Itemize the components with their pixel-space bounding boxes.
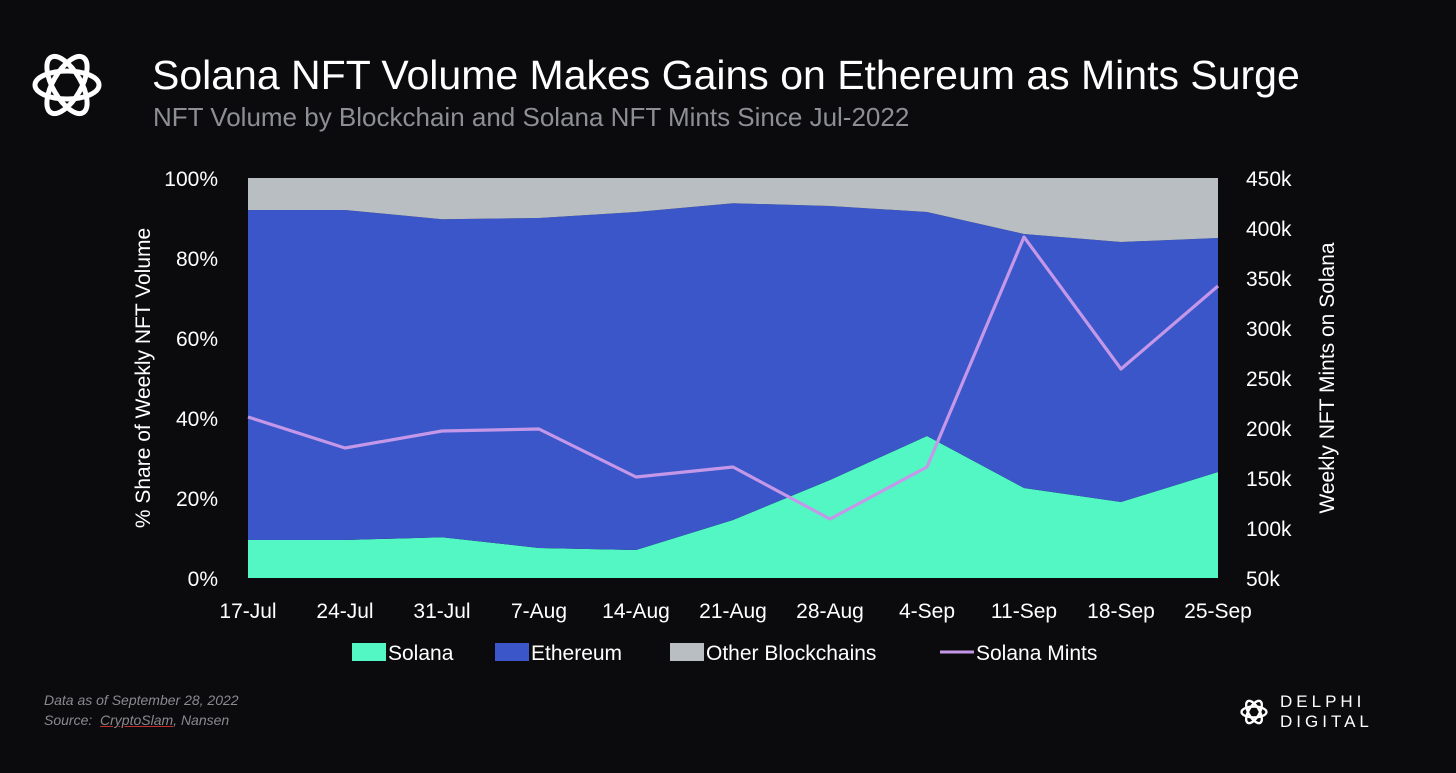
legend-item-solana: Solana [352, 642, 454, 665]
knot-logo-icon [32, 53, 102, 117]
legend-swatch [495, 643, 529, 661]
legend-label: Solana Mints [976, 642, 1097, 665]
y2-tick-label: 350k [1246, 268, 1292, 291]
x-tick-label: 31-Jul [413, 600, 470, 623]
y2-axis-ticks: 50k 100k 150k 200k 250k 300k 350k 400k 450k [1246, 168, 1292, 591]
x-tick-label: 25-Sep [1184, 600, 1252, 623]
source-prefix: Source: [44, 712, 93, 728]
y-tick-label: 80% [176, 248, 218, 271]
y-tick-label: 40% [176, 408, 218, 431]
area-other-blockchains [248, 178, 1218, 242]
y-tick-label: 20% [176, 488, 218, 511]
x-tick-label: 17-Jul [219, 600, 276, 623]
y2-tick-label: 200k [1246, 418, 1292, 441]
y2-tick-label: 50k [1246, 568, 1280, 591]
y-tick-label: 100% [164, 168, 218, 191]
data-note: Data as of September 28, 2022 [44, 692, 239, 708]
source-link[interactable]: CryptoSlam [100, 712, 174, 728]
x-tick-label: 18-Sep [1087, 600, 1155, 623]
line-solana-mints [247, 235, 1220, 521]
brand-name: DELPHI DIGITAL [1280, 692, 1373, 731]
chart-title: Solana NFT Volume Makes Gains on Ethereu… [152, 52, 1300, 98]
legend-item-ethereum: Ethereum [495, 642, 622, 665]
x-tick-label: 4-Sep [899, 600, 955, 623]
legend-item-solana-mints: Solana Mints [940, 642, 1097, 665]
y-axis-label: % Share of Weekly NFT Volume [132, 228, 155, 528]
source-rest: , Nansen [173, 712, 230, 728]
legend-swatch [352, 643, 386, 661]
stacked-areas [248, 178, 1218, 578]
legend-label: Solana [388, 642, 454, 665]
x-tick-label: 7-Aug [511, 600, 567, 623]
legend-label: Other Blockchains [706, 642, 876, 665]
y2-tick-label: 400k [1246, 218, 1292, 241]
legend: Solana Ethereum Other Blockchains Solana Mi… [352, 642, 1097, 665]
y2-tick-label: 150k [1246, 468, 1292, 491]
x-tick-label: 24-Jul [316, 600, 373, 623]
x-tick-label: 21-Aug [699, 600, 767, 623]
x-tick-label: 28-Aug [796, 600, 864, 623]
legend-label: Ethereum [531, 642, 622, 665]
y2-tick-label: 250k [1246, 368, 1292, 391]
y2-tick-label: 100k [1246, 518, 1292, 541]
x-axis-ticks: 17-Jul 24-Jul 31-Jul 7-Aug 14-Aug 21-Aug 28-Au… [219, 600, 1251, 623]
source-line: Source: CryptoSlam, Nansen [44, 710, 239, 730]
mints-line-group [247, 235, 1220, 521]
chart-subtitle: NFT Volume by Blockchain and Solana NFT … [153, 102, 910, 132]
y2-tick-label: 300k [1246, 318, 1292, 341]
brand-logo-icon [1240, 699, 1268, 725]
y-tick-label: 60% [176, 328, 218, 351]
y2-tick-label: 450k [1246, 168, 1292, 191]
legend-swatch [670, 643, 704, 661]
y-axis-ticks: 0% 20% 40% 60% 80% 100% [164, 168, 218, 591]
x-tick-label: 14-Aug [602, 600, 670, 623]
brand: DELPHI DIGITAL [1238, 692, 1456, 732]
area-ethereum [248, 203, 1218, 550]
y2-axis-label: Weekly NFT Mints on Solana [1316, 242, 1339, 513]
y-tick-label: 0% [188, 568, 218, 591]
footer-notes: Data as of September 28, 2022 Source: Cr… [44, 690, 239, 730]
legend-item-other-blockchains: Other Blockchains [670, 642, 876, 665]
area-solana [248, 436, 1218, 578]
x-tick-label: 11-Sep [991, 600, 1057, 623]
